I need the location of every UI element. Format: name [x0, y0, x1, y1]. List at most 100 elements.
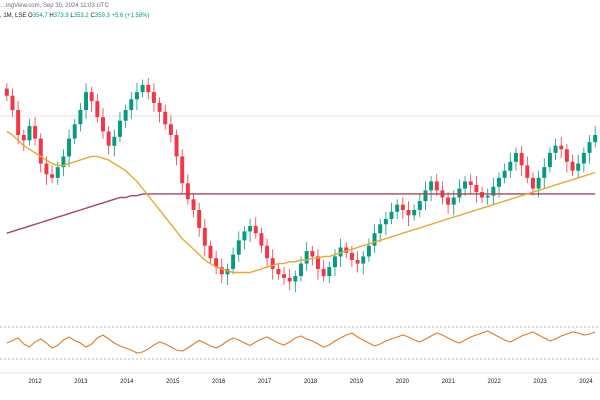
close-label: C: [90, 13, 95, 19]
candle-body: [395, 204, 400, 212]
candle-body: [112, 136, 117, 146]
candle-body: [400, 204, 405, 210]
candle-body: [67, 138, 72, 157]
candle-body: [38, 138, 43, 164]
candle-body: [485, 195, 490, 198]
publish-text: …ingView.com, Sep 30, 2024 11:03 UTC: [0, 3, 109, 9]
candle-body: [27, 126, 32, 141]
candle-body: [117, 120, 122, 137]
change-value: +5.6 (+1.58%): [111, 13, 150, 19]
candle-body: [559, 145, 564, 150]
candle-body: [236, 240, 241, 255]
ticker-line: , 1M, LSE: [0, 13, 27, 19]
x-tick-label: 2021: [442, 379, 456, 385]
candle-body: [197, 210, 202, 228]
candle-body: [508, 161, 513, 171]
candle-body: [21, 135, 26, 141]
candle-body: [446, 197, 451, 205]
candle-body: [287, 277, 292, 282]
candle-body: [134, 92, 139, 100]
candle-body: [282, 274, 287, 278]
candle-body: [78, 110, 83, 125]
long-moving-average: [6, 193, 596, 234]
candle-body: [44, 163, 49, 175]
x-tick-label: 2014: [120, 379, 134, 385]
candle-body: [140, 85, 145, 93]
candle-body: [151, 92, 156, 103]
candlestick-series: [4, 77, 598, 293]
candle-body: [497, 177, 501, 187]
candle-body: [480, 192, 485, 198]
candle-body: [84, 92, 89, 110]
candle-body: [242, 231, 247, 241]
chart-header: …ingView.com, Sep 30, 2024 11:03 UTC , 1…: [0, 0, 600, 36]
candle-body: [457, 188, 462, 198]
candle-body: [406, 210, 411, 216]
candle-body: [55, 167, 60, 178]
candle-body: [157, 102, 162, 112]
candle-body: [129, 99, 134, 110]
candle-body: [95, 101, 100, 118]
x-tick-label: 2018: [304, 379, 318, 385]
candle-body: [564, 149, 569, 162]
x-tick-label: 2023: [533, 379, 547, 385]
candle-body: [89, 92, 94, 102]
candle-body: [4, 88, 9, 96]
candle-body: [581, 152, 586, 164]
candle-body: [434, 181, 439, 191]
x-tick-label: 2013: [74, 379, 88, 385]
candle-body: [355, 260, 360, 264]
candle-body: [219, 267, 224, 275]
candle-body: [542, 167, 547, 178]
candle-body: [106, 131, 111, 146]
candle-body: [570, 161, 575, 171]
candle-body: [536, 177, 541, 189]
candle-body: [344, 247, 349, 253]
candle-body: [180, 156, 185, 184]
candle-body: [332, 256, 337, 268]
candle-body: [491, 186, 496, 196]
close-value: 359.3: [94, 13, 110, 19]
candle-body: [361, 256, 366, 264]
candle-body: [451, 197, 456, 205]
candle-body: [174, 135, 179, 157]
x-tick-label: 2022: [487, 379, 501, 385]
candle-body: [502, 170, 507, 178]
x-axis: 2012 2013 2014 2015 2016 2017 2018 2019 2020 2021…: [28, 379, 593, 385]
open-value: 354.7: [32, 13, 48, 19]
candle-body: [214, 258, 219, 268]
x-tick-label: 2017: [258, 379, 272, 385]
candle-body: [304, 251, 309, 264]
candle-body: [101, 117, 105, 132]
candle-body: [417, 201, 422, 210]
candle-body: [168, 124, 173, 135]
candle-body: [429, 181, 434, 191]
candle-body: [123, 110, 128, 121]
candle-body: [327, 267, 332, 277]
x-tick-label: 2020: [396, 379, 410, 385]
x-tick-label: 2019: [350, 379, 364, 385]
candle-body: [321, 268, 326, 277]
candle-body: [61, 156, 66, 168]
candle-body: [299, 263, 303, 277]
candle-body: [33, 126, 38, 139]
ohlc-legend: , 1M, LSE O354.7 H373.9 L353.2 C359.3 +5…: [0, 12, 150, 20]
candle-body: [293, 276, 298, 282]
low-label: L: [70, 13, 74, 19]
candle-body: [231, 254, 236, 269]
candle-body: [146, 85, 151, 93]
candle-body: [423, 190, 428, 202]
candle-body: [519, 152, 524, 166]
candle-body: [10, 95, 15, 110]
candle-body: [468, 181, 473, 185]
oscillator-line: [6, 330, 596, 354]
candle-body: [530, 177, 535, 189]
candle-body: [208, 245, 213, 259]
candle-body: [265, 245, 270, 259]
candle-body: [185, 183, 190, 200]
candle-body: [378, 224, 383, 234]
x-tick-label: 2016: [212, 379, 226, 385]
low-value: 353.2: [73, 13, 89, 19]
candle-body: [383, 218, 388, 225]
